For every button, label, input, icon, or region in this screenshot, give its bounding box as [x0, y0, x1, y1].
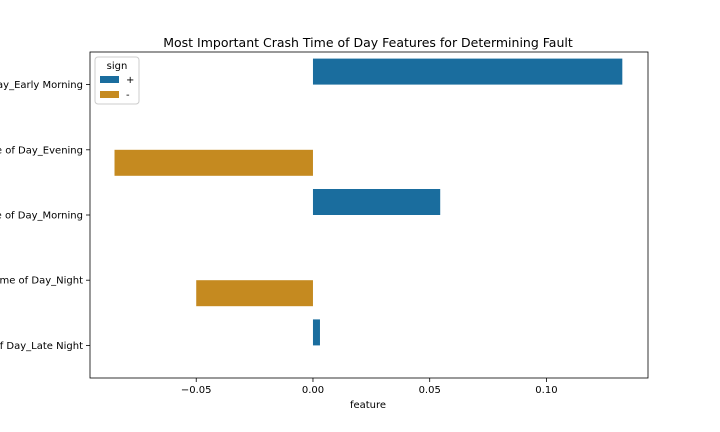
y-tick-label: ay_Early Morning: [0, 80, 83, 91]
bar-negative-1: [114, 149, 313, 176]
y-tick-label: f Day_Late Night: [0, 341, 83, 352]
legend-title: sign: [107, 61, 128, 72]
bar-positive-2: [312, 189, 441, 215]
y-tick-label: e of Day_Morning: [0, 211, 83, 222]
legend-swatch: [100, 91, 119, 98]
plot-area: [89, 51, 649, 379]
bar-negative-3: [196, 280, 313, 307]
x-tick-label: 0.10: [535, 385, 557, 396]
legend-label: -: [126, 90, 130, 101]
x-tick-label: 0.05: [419, 385, 441, 396]
y-tick-label: me of Day_Night: [0, 276, 83, 287]
bar-positive-0: [312, 58, 623, 85]
y-tick-label: e of Day_Evening: [0, 145, 83, 156]
chart-title: Most Important Crash Time of Day Feature…: [163, 35, 573, 50]
x-axis-label: feature: [350, 400, 386, 411]
bar-positive-4: [312, 319, 320, 346]
legend-label: +: [126, 75, 134, 86]
legend-swatch: [100, 76, 119, 83]
x-tick-label: 0.00: [302, 385, 324, 396]
x-tick-label: −0.05: [181, 385, 212, 396]
x-axis: −0.05 0.00 0.05 0.10: [181, 378, 558, 396]
legend: sign + -: [94, 56, 140, 105]
